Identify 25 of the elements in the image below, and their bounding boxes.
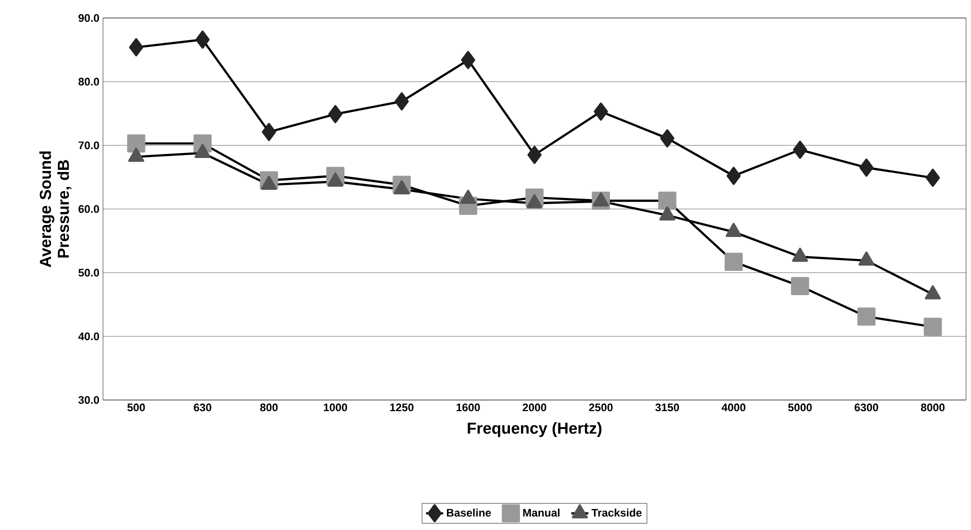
- x-tick-label: 1600: [456, 404, 480, 412]
- y-tick-label: 70.0: [78, 141, 100, 150]
- x-tick-label: 8000: [920, 404, 945, 412]
- y-tick-label: 90.0: [78, 14, 100, 22]
- x-tick-label: 800: [260, 404, 278, 412]
- y-tick-label: 50.0: [78, 268, 100, 277]
- legend-label: Manual: [523, 508, 560, 517]
- x-tick-label: 2000: [522, 404, 546, 412]
- legend-label: Baseline: [446, 508, 491, 517]
- y-tick-label: 40.0: [78, 332, 100, 340]
- x-tick-label: 6300: [854, 404, 878, 412]
- legend-label: Trackside: [592, 508, 642, 517]
- x-axis-title: Frequency (Hertz): [468, 422, 602, 437]
- x-tick-label: 1250: [390, 404, 414, 412]
- x-tick-label: 2500: [589, 404, 613, 412]
- x-tick-label: 4000: [722, 404, 746, 412]
- y-axis-title: Average Sound Pressure, dB: [39, 151, 72, 268]
- y-tick-label: 80.0: [78, 78, 100, 86]
- x-tick-label: 500: [127, 404, 145, 412]
- x-tick-label: 630: [194, 404, 212, 412]
- x-tick-label: 5000: [788, 404, 812, 412]
- y-tick-label: 60.0: [78, 205, 100, 213]
- x-tick-label: 1000: [324, 404, 348, 412]
- x-tick-label: 3150: [655, 404, 680, 412]
- y-tick-label: 30.0: [78, 396, 100, 404]
